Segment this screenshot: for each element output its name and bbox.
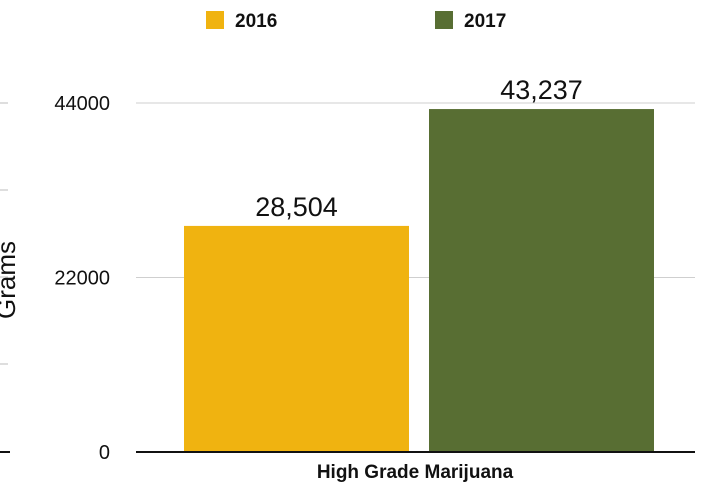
y-axis-title: Grams [0,241,21,319]
y-tick-label: 44000 [54,93,110,115]
x-axis-title: High Grade Marijuana [317,462,514,483]
legend-swatch-2016 [206,11,224,29]
bars [184,109,654,453]
y-tick-label: 0 [99,442,110,464]
data-label-2017: 43,237 [500,75,583,105]
legend-label-2016: 2016 [235,11,277,32]
bar-2016 [184,225,409,452]
axes: 0 22000 44000 High Grade Marijuana Grams [0,93,695,483]
legend: 2016 2017 [206,11,506,32]
legend-label-2017: 2017 [464,11,506,32]
y-tick-label: 22000 [54,268,110,290]
data-labels: 28,504 43,237 [255,75,583,222]
bar-2017 [429,109,654,453]
legend-swatch-2017 [435,11,453,29]
data-label-2016: 28,504 [255,192,338,222]
